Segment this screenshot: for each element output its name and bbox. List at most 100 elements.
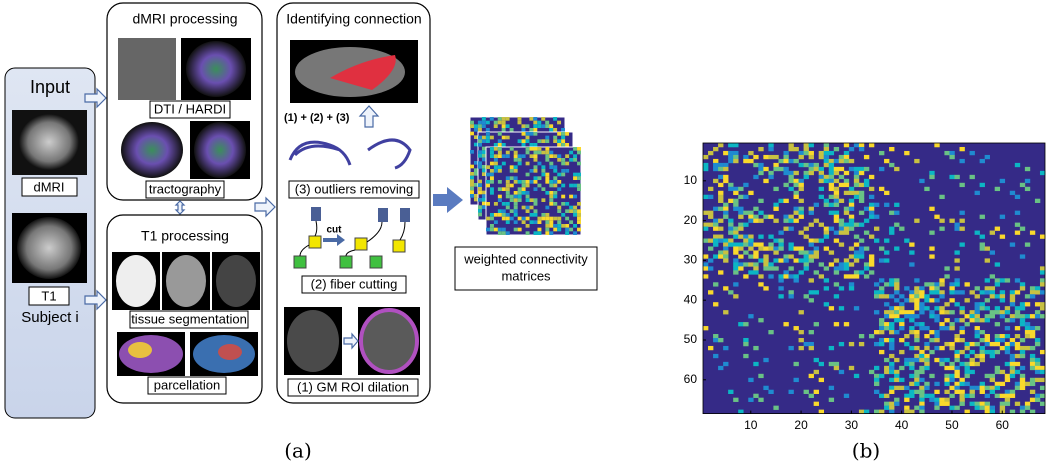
matrix-cell <box>505 213 510 217</box>
matrix-cell <box>541 139 546 143</box>
heatmap-cell <box>868 174 875 180</box>
heatmap-cell <box>879 341 885 347</box>
matrix-cell <box>577 187 581 191</box>
matrix-cell <box>525 191 530 195</box>
matrix-cell <box>517 139 522 143</box>
heatmap-cell <box>823 143 830 148</box>
heatmap-cell <box>924 306 930 311</box>
heatmap-cell <box>944 365 950 371</box>
heatmap-cell <box>994 226 1001 231</box>
heatmap-cell <box>813 270 819 275</box>
heatmap-cell <box>1019 349 1026 355</box>
arrow <box>323 234 345 246</box>
heatmap-cell <box>713 206 719 211</box>
matrix-cell <box>521 216 526 221</box>
matrix-cell <box>478 205 482 209</box>
heatmap-cell <box>773 206 779 211</box>
heatmap-cell <box>728 150 734 156</box>
matrix-cell <box>545 147 550 151</box>
heatmap-cell <box>889 310 895 315</box>
heatmap-cell <box>798 178 804 184</box>
heatmap-cell <box>879 330 885 335</box>
matrix-cell <box>565 231 570 235</box>
heatmap-cell <box>758 318 764 323</box>
heatmap-cell <box>703 166 709 172</box>
matrix-cell <box>505 220 510 224</box>
heatmap-cell <box>708 210 714 215</box>
matrix-cell <box>497 139 502 143</box>
heatmap-cell <box>919 310 925 315</box>
matrix-cell <box>509 183 514 188</box>
heatmap-cell <box>874 409 880 414</box>
heatmap-cell <box>858 250 865 255</box>
heatmap-cell <box>909 318 915 323</box>
heatmap-cell <box>708 345 714 351</box>
heatmap-cell <box>733 158 739 164</box>
x-tick-label: 30 <box>845 418 859 432</box>
heatmap-cell <box>929 174 935 180</box>
heatmap-cell <box>818 377 825 383</box>
heatmap-cell <box>803 150 809 156</box>
heatmap-cell <box>904 150 910 156</box>
heatmap-cell <box>974 361 980 367</box>
heatmap-cell <box>894 401 900 406</box>
matrix-cell <box>497 209 502 213</box>
heatmap-cell <box>1014 290 1021 295</box>
matrix-cell <box>478 154 482 158</box>
heatmap-cell <box>818 274 825 279</box>
matrix-cell <box>545 176 550 180</box>
heatmap-cell <box>833 146 840 152</box>
heatmap-cell <box>778 238 784 243</box>
heatmap-cell <box>713 158 719 164</box>
heatmap-cell <box>848 214 855 219</box>
heatmap-cell <box>909 361 915 367</box>
heatmap-cell <box>984 405 990 410</box>
heatmap-cell <box>939 322 945 327</box>
heatmap-cell <box>1014 314 1021 319</box>
heatmap-cell <box>1024 330 1031 335</box>
heatmap-cell <box>733 262 739 267</box>
matrix-cell <box>529 169 534 173</box>
matrix-cell <box>573 147 578 151</box>
heatmap-cell <box>974 330 980 335</box>
heatmap-cell <box>899 337 905 343</box>
heatmap-cell <box>703 154 709 160</box>
heatmap-cell <box>823 198 830 203</box>
heatmap-cell <box>1004 397 1011 402</box>
heatmap-cell <box>909 326 915 331</box>
heatmap-frame <box>702 142 1046 415</box>
matrix-cell <box>549 194 554 199</box>
connection-bundle <box>330 55 396 90</box>
heatmap-cell <box>924 381 930 387</box>
heatmap-cell <box>803 146 809 152</box>
matrix-cell <box>553 191 558 195</box>
heatmap-cell <box>1019 306 1026 311</box>
heatmap-cell <box>959 210 965 215</box>
heatmap-cell <box>733 242 739 247</box>
matrix-cell <box>557 216 562 221</box>
matrix-cell <box>573 154 578 158</box>
dti-image <box>118 38 176 100</box>
heatmap-cell <box>708 194 714 200</box>
arrow <box>343 332 359 350</box>
heatmap-cell <box>904 409 910 414</box>
matrix-cell <box>485 135 490 140</box>
heatmap-cell <box>974 294 980 299</box>
heatmap-cell <box>939 310 945 315</box>
heatmap-cell <box>879 337 885 343</box>
heatmap-cell <box>899 318 905 323</box>
heatmap-cell <box>738 322 744 327</box>
heatmap-cell <box>989 294 996 299</box>
heatmap-cell <box>768 246 774 251</box>
seg-label: tissue segmentation <box>131 311 247 326</box>
matrix-cell <box>529 198 534 202</box>
matrix-cell <box>497 120 502 125</box>
heatmap-cell <box>994 186 1001 192</box>
heatmap-cell <box>853 170 860 176</box>
step1-label: (1) GM ROI dilation <box>297 379 409 394</box>
matrix-cell <box>517 117 522 121</box>
matrix-cell <box>573 231 578 235</box>
heatmap-cell <box>1024 322 1031 327</box>
heatmap-cell <box>743 222 749 227</box>
